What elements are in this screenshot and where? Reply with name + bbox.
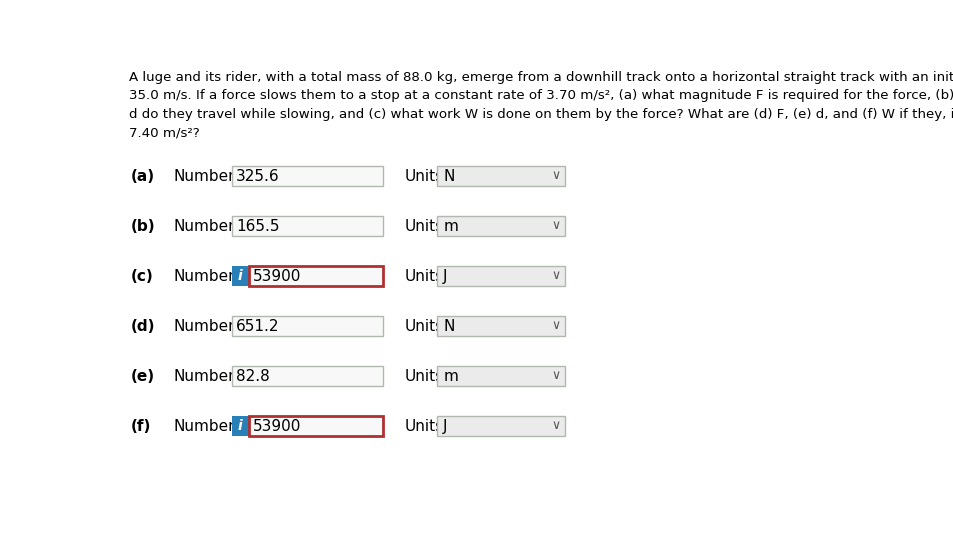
Text: Units: Units (404, 419, 443, 434)
Text: Number: Number (173, 369, 234, 384)
Text: (d): (d) (131, 319, 155, 334)
Text: (b): (b) (131, 219, 155, 233)
Text: m: m (443, 219, 457, 233)
Text: Units: Units (404, 369, 443, 384)
Text: Number: Number (173, 419, 234, 434)
FancyBboxPatch shape (436, 366, 564, 386)
Text: ∨: ∨ (551, 419, 559, 432)
Text: ∨: ∨ (551, 269, 559, 282)
Text: ∨: ∨ (551, 369, 559, 382)
Text: Number: Number (173, 269, 234, 284)
Text: A luge and its rider, with a total mass of 88.0 kg, emerge from a downhill track: A luge and its rider, with a total mass … (129, 70, 953, 139)
Text: Number: Number (173, 169, 234, 183)
FancyBboxPatch shape (249, 266, 382, 286)
Text: Units: Units (404, 319, 443, 334)
Text: Number: Number (173, 219, 234, 233)
Text: 53900: 53900 (253, 419, 301, 434)
Text: Number: Number (173, 319, 234, 334)
Text: i: i (237, 420, 242, 434)
Text: ∨: ∨ (551, 169, 559, 182)
Text: (c): (c) (131, 269, 153, 284)
FancyBboxPatch shape (232, 416, 249, 436)
Text: 651.2: 651.2 (236, 319, 279, 334)
FancyBboxPatch shape (436, 166, 564, 186)
Text: (f): (f) (131, 419, 152, 434)
Text: Units: Units (404, 269, 443, 284)
FancyBboxPatch shape (232, 266, 249, 286)
Text: Units: Units (404, 219, 443, 233)
Text: N: N (443, 169, 454, 183)
FancyBboxPatch shape (436, 266, 564, 286)
FancyBboxPatch shape (436, 316, 564, 336)
Text: J: J (443, 419, 447, 434)
Text: Units: Units (404, 169, 443, 183)
FancyBboxPatch shape (232, 166, 382, 186)
Text: 325.6: 325.6 (236, 169, 279, 183)
Text: ∨: ∨ (551, 219, 559, 232)
FancyBboxPatch shape (232, 316, 382, 336)
FancyBboxPatch shape (436, 216, 564, 236)
Text: 165.5: 165.5 (236, 219, 279, 233)
FancyBboxPatch shape (232, 216, 382, 236)
Text: 53900: 53900 (253, 269, 301, 284)
Text: 82.8: 82.8 (236, 369, 270, 384)
Text: N: N (443, 319, 454, 334)
Text: (a): (a) (131, 169, 154, 183)
FancyBboxPatch shape (249, 416, 382, 436)
Text: J: J (443, 269, 447, 284)
Text: m: m (443, 369, 457, 384)
FancyBboxPatch shape (436, 416, 564, 436)
Text: i: i (237, 270, 242, 284)
Text: ∨: ∨ (551, 319, 559, 332)
FancyBboxPatch shape (232, 366, 382, 386)
Text: (e): (e) (131, 369, 154, 384)
